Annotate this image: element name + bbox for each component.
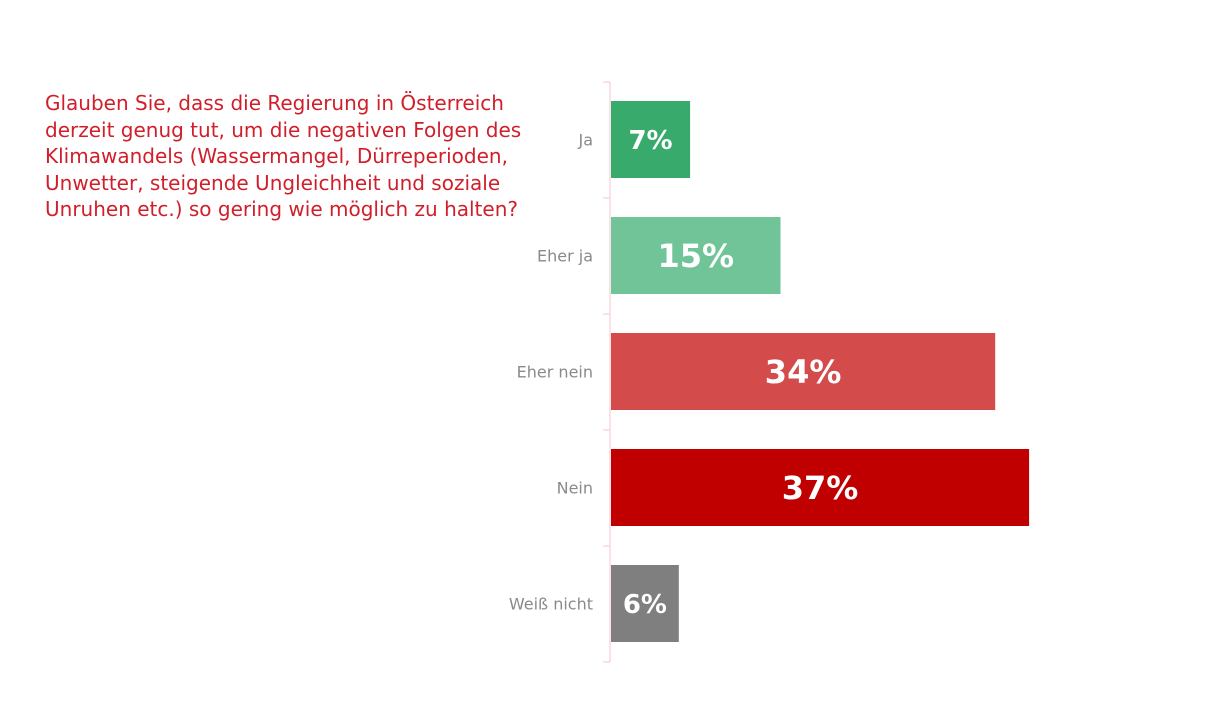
bar-2 bbox=[611, 333, 996, 410]
bars-group bbox=[611, 101, 1030, 642]
value-label: 6% bbox=[623, 590, 667, 620]
value-label: 34% bbox=[765, 353, 842, 391]
bar-0 bbox=[611, 101, 691, 178]
category-labels: Ja Eher ja Eher nein Nein Weiß nicht bbox=[509, 131, 593, 614]
value-label: 37% bbox=[782, 469, 859, 507]
bar-4 bbox=[611, 565, 679, 642]
bar-1 bbox=[611, 217, 781, 294]
bar-3 bbox=[611, 449, 1030, 526]
category-label: Eher ja bbox=[537, 247, 593, 266]
axis-ticks bbox=[603, 81, 610, 663]
category-label: Weiß nicht bbox=[509, 595, 593, 614]
category-label: Ja bbox=[577, 131, 593, 150]
value-label: 15% bbox=[657, 237, 734, 275]
question-text: Glauben Sie, dass die Regierung in Öster… bbox=[45, 91, 522, 221]
value-labels: 7% 15% 34% 37% 6% bbox=[623, 126, 859, 620]
category-label: Nein bbox=[557, 479, 593, 498]
value-label: 7% bbox=[628, 126, 672, 156]
category-label: Eher nein bbox=[517, 363, 593, 382]
